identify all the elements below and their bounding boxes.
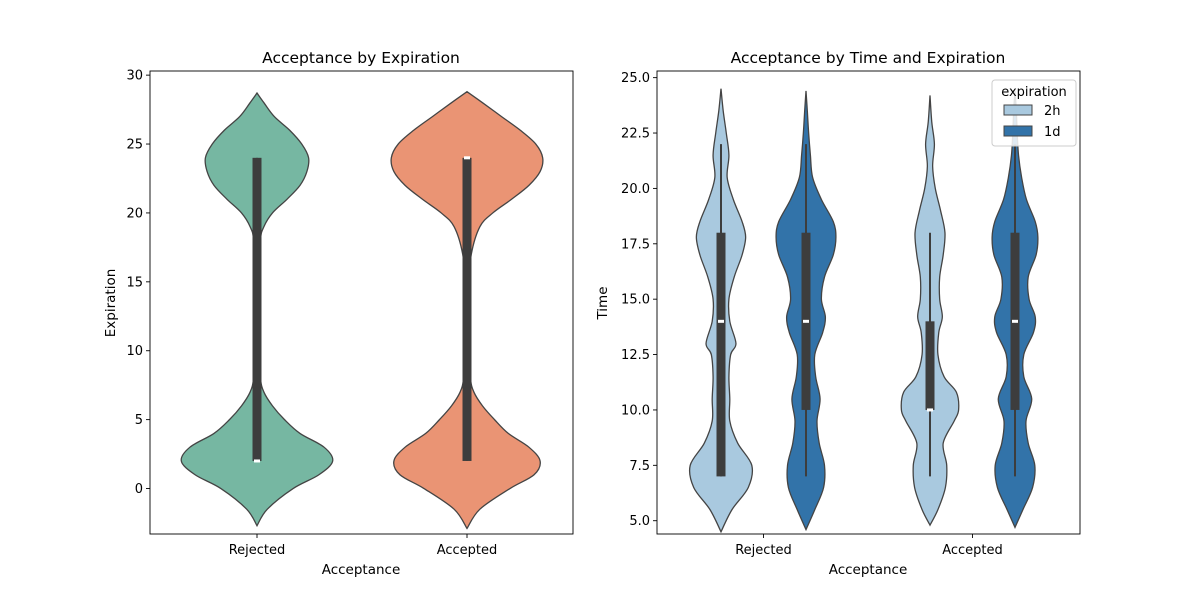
y-tick-label: 10.0: [621, 403, 650, 418]
legend-swatch-1d: [1003, 125, 1033, 137]
y-tick-label: 17.5: [621, 237, 650, 252]
y-tick-label: 0: [135, 482, 143, 497]
left-x-ticks: Rejected Accepted: [229, 534, 498, 558]
violin-accepted-2h-median: [927, 408, 933, 412]
violin-rejected-2h-iqr-box: [716, 232, 726, 477]
violin-accepted-1d-median: [1012, 319, 1018, 323]
right-x-axis-label: Acceptance: [829, 562, 908, 578]
legend-label-1d: 1d: [1044, 125, 1061, 140]
x-tick-label: Accepted: [942, 543, 1003, 558]
y-tick-label: 20: [126, 206, 143, 221]
left-y-axis-label: Expiration: [103, 269, 119, 338]
left-chart-title: Acceptance by Expiration: [262, 49, 460, 67]
legend: expiration 2h 1d: [991, 79, 1077, 147]
y-tick-label: 15: [126, 275, 143, 290]
y-tick-label: 15.0: [621, 293, 650, 308]
x-tick-label: Rejected: [735, 543, 792, 558]
left-violins: [180, 90, 544, 530]
right-chart-title: Acceptance by Time and Expiration: [731, 49, 1006, 67]
violin-rejected-iqr-box: [252, 157, 262, 461]
violin-rejected-2h-median: [718, 319, 724, 323]
right-x-ticks: Rejected Accepted: [735, 534, 1003, 558]
right-axes-frame: [656, 70, 1081, 535]
y-tick-label: 22.5: [621, 127, 650, 142]
y-tick-label: 12.5: [621, 348, 650, 363]
y-tick-label: 5.0: [629, 514, 650, 529]
left-chart-panel: Acceptance by Expiration 0 5 10 15 20 25 30 Re…: [103, 49, 574, 578]
legend-swatch-2h: [1003, 104, 1033, 116]
y-tick-label: 25: [126, 138, 143, 153]
y-tick-label: 30: [126, 69, 143, 84]
violin-accepted-2h-iqr-box: [925, 321, 935, 410]
violin-accepted-median: [464, 156, 470, 160]
left-y-ticks: 0 5 10 15 20 25 30: [126, 69, 150, 497]
y-tick-label: 5: [135, 413, 143, 428]
y-tick-label: 25.0: [621, 71, 650, 86]
right-y-axis-label: Time: [595, 286, 611, 320]
violin-accepted-iqr-box: [462, 157, 472, 461]
y-tick-label: 7.5: [629, 459, 650, 474]
left-x-axis-label: Acceptance: [322, 562, 401, 578]
right-violins: [688, 88, 1039, 534]
legend-title: expiration: [1001, 85, 1067, 100]
violin-rejected-1d-median: [803, 319, 809, 323]
right-y-ticks: 5.0 7.5 10.0 12.5 15.0 17.5 20.0 22.5 25.0: [621, 71, 657, 529]
x-tick-label: Rejected: [229, 543, 286, 558]
y-tick-label: 20.0: [621, 182, 650, 197]
left-axes-frame: [149, 70, 574, 535]
right-chart-panel: Acceptance by Time and Expiration 5.0 7.5…: [595, 49, 1081, 578]
violin-rejected-median: [254, 459, 260, 463]
legend-label-2h: 2h: [1044, 104, 1061, 119]
y-tick-label: 10: [126, 344, 143, 359]
x-tick-label: Accepted: [437, 543, 498, 558]
